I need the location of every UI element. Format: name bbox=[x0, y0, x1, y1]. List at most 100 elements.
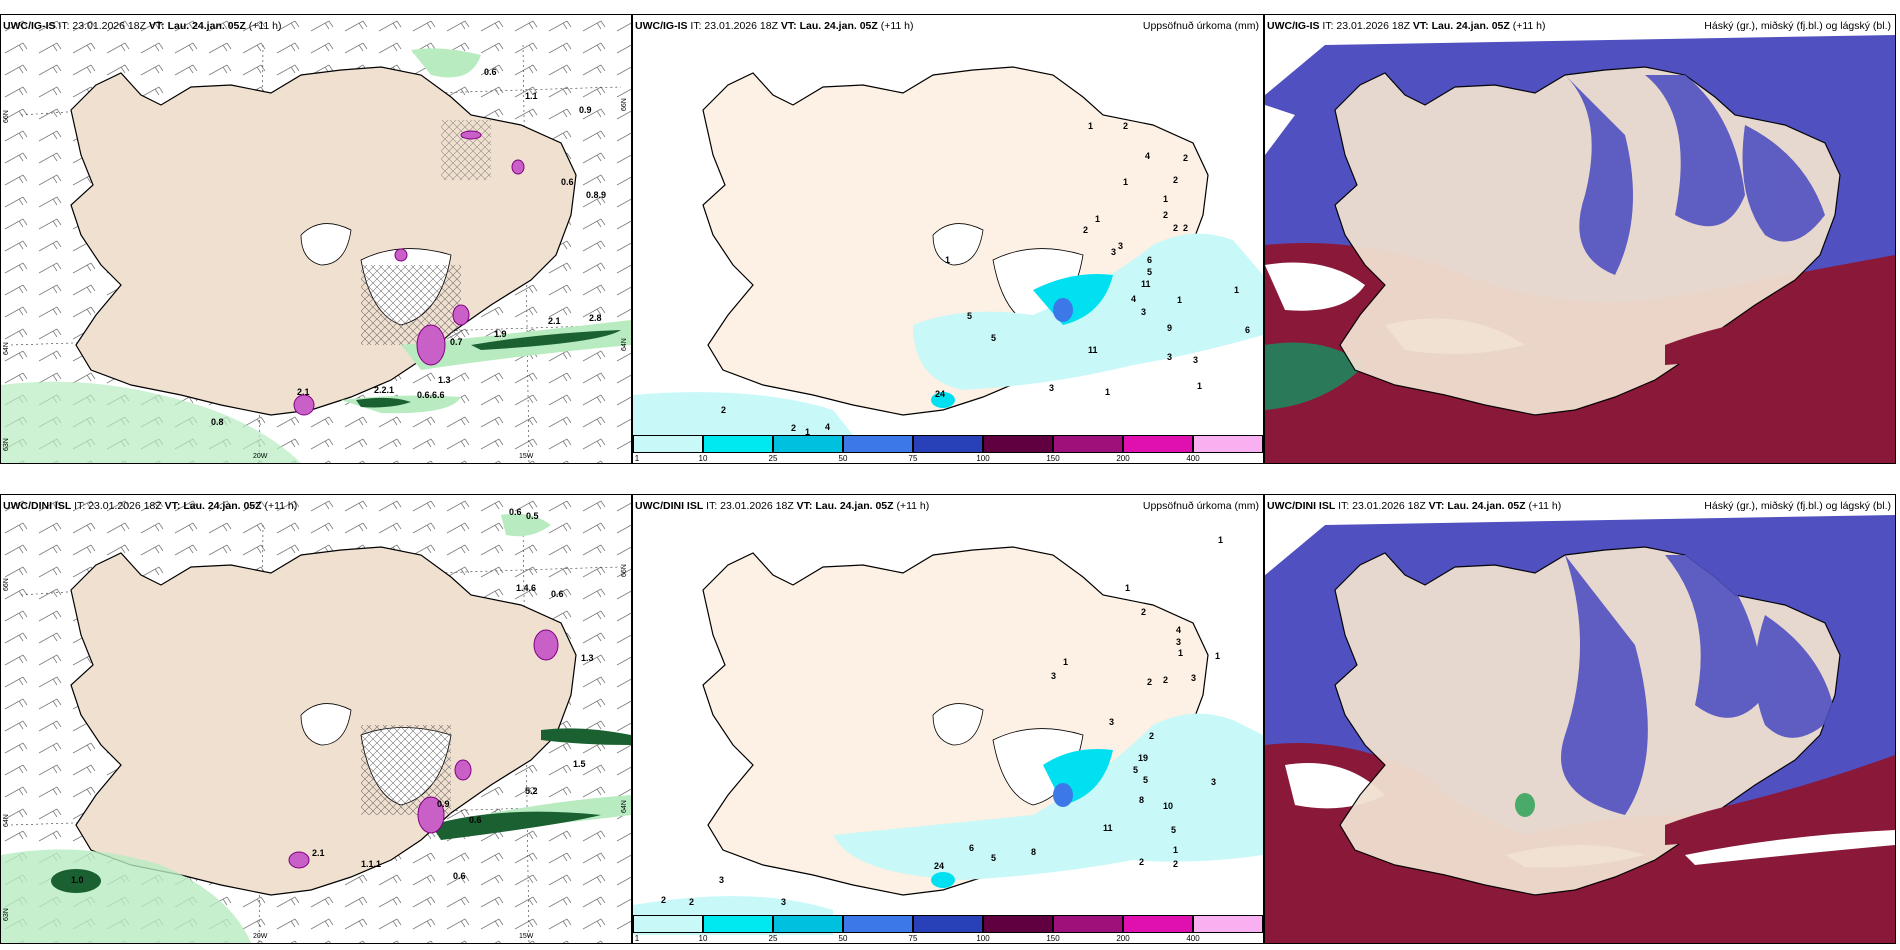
precip-amount-label: 4 bbox=[1176, 625, 1182, 635]
lat-label: 63N bbox=[3, 908, 10, 921]
precip-label: 1.1.1 bbox=[361, 859, 382, 869]
precip-amount-label: 3 bbox=[781, 897, 787, 907]
panel-title: UWC/IG-IS IT: 23.01.2026 18Z VT: Lau. 24… bbox=[635, 20, 914, 32]
lat-label: 66N bbox=[3, 578, 10, 591]
precip-label: 2.1 bbox=[548, 316, 561, 326]
colorbar-cell bbox=[703, 915, 773, 933]
precip-label: 0.6 bbox=[509, 507, 522, 517]
precip-label: 0.9 bbox=[579, 105, 592, 115]
lat-label: 64N bbox=[621, 800, 628, 813]
colorbar-label: 150 bbox=[1046, 454, 1060, 463]
precip-amount-label: 1 bbox=[1063, 657, 1069, 667]
precip-amount-label: 1 bbox=[945, 255, 951, 265]
lat-label: 66N bbox=[3, 110, 10, 123]
precip-label: 2.1 bbox=[297, 387, 310, 397]
lat-label: 66N bbox=[621, 564, 628, 577]
colorbar-label: 50 bbox=[838, 454, 848, 463]
precip-amount-label: 10 bbox=[1163, 801, 1174, 811]
precip-amount-label: 3 bbox=[1167, 352, 1173, 362]
colorbar-label: 25 bbox=[768, 934, 778, 943]
colorbar-label: 75 bbox=[908, 934, 918, 943]
precip-amount-label: 5 bbox=[991, 853, 997, 863]
precip-amount-label: 2 bbox=[1173, 223, 1179, 233]
colorbar-label: 200 bbox=[1116, 454, 1130, 463]
panel-top-right: UWC/IG-IS IT: 23.01.2026 18Z VT: Lau. 24… bbox=[1264, 14, 1896, 464]
precip-amount-label: 2 bbox=[721, 405, 727, 415]
colorbar-cell bbox=[913, 915, 983, 933]
lat-label: 64N bbox=[621, 338, 628, 351]
precip-amount-label: 1 bbox=[1095, 214, 1101, 224]
precip-label: 0.8.9 bbox=[586, 190, 607, 200]
precip-amount-label: 1 bbox=[1163, 194, 1169, 204]
colorbar-cell bbox=[843, 435, 913, 453]
precip-label: 2.8 bbox=[589, 313, 602, 323]
precip-amount-label: 1 bbox=[1197, 381, 1203, 391]
precip-label: 1.4.6 bbox=[516, 583, 537, 593]
colorbar-label: 400 bbox=[1186, 934, 1200, 943]
precip-amount-label: 24 bbox=[934, 861, 945, 871]
precip-amount-label: 3 bbox=[1141, 307, 1147, 317]
precip-amount-label: 1 bbox=[805, 427, 811, 437]
cloud-cover-map bbox=[1265, 515, 1895, 943]
precip-amount-label: 1 bbox=[1123, 177, 1129, 187]
precip-label: 0.6 bbox=[561, 177, 574, 187]
lat-label: 63N bbox=[3, 438, 10, 451]
precip-amount-label: 3 bbox=[1193, 355, 1199, 365]
precip-amount-label: 1 bbox=[1218, 535, 1224, 545]
precip-amount-label: 1 bbox=[1125, 583, 1131, 593]
precip-amount-label: 5 bbox=[967, 311, 973, 321]
lat-label: 66N bbox=[621, 98, 628, 111]
lon-label: 15W bbox=[519, 453, 534, 460]
colorbar-label: 50 bbox=[838, 934, 848, 943]
precip-label: 0.6.6.6 bbox=[417, 390, 445, 400]
accumulated-precip-map bbox=[633, 546, 1263, 935]
precip-amount-label: 6 bbox=[969, 843, 975, 853]
precip-label: 0.8 bbox=[211, 417, 224, 427]
precip-amount-label: 1 bbox=[1177, 295, 1183, 305]
panel-subtitle: Háský (gr.), miðský (fj.bl.) og lágský (… bbox=[1704, 20, 1891, 32]
colorbar-cell bbox=[1193, 435, 1263, 453]
precip-label: 0.6 bbox=[551, 589, 564, 599]
colorbar-cell bbox=[1123, 435, 1193, 453]
precip-label: 0.7 bbox=[450, 337, 463, 347]
colorbar-cell bbox=[773, 915, 843, 933]
precip-amount-label: 1 bbox=[1173, 845, 1179, 855]
precip-amount-label: 1 bbox=[1105, 387, 1111, 397]
precip-amount-label: 2 bbox=[791, 423, 797, 433]
precip-colorbar: 1 10 25 50 75 100 150 200 400 bbox=[633, 915, 1263, 943]
precip-amount-label: 8 bbox=[1031, 847, 1037, 857]
precip-amount-label: 19 bbox=[1138, 753, 1149, 763]
precip-amount-label: 3 bbox=[1051, 671, 1057, 681]
lat-label: 64N bbox=[3, 342, 10, 355]
panel-subtitle: Uppsöfnuð úrkoma (mm) bbox=[1142, 20, 1259, 32]
lon-label: 15W bbox=[519, 933, 534, 940]
precip-amount-label: 3 bbox=[1049, 383, 1055, 393]
precip-label: 1.1 bbox=[525, 91, 538, 101]
precip-amount-label: 6 bbox=[1245, 325, 1251, 335]
precip-label: 1.3 bbox=[581, 653, 594, 663]
colorbar-cell bbox=[703, 435, 773, 453]
colorbar-label: 1 bbox=[634, 934, 640, 943]
panel-title: UWC/DINI ISL IT: 23.01.2026 18Z VT: Lau.… bbox=[635, 500, 930, 512]
colorbar-label: 25 bbox=[768, 454, 778, 463]
precip-amount-label: 24 bbox=[935, 389, 946, 399]
cloud-cover-map bbox=[1265, 35, 1895, 463]
colorbar-cell bbox=[1053, 915, 1123, 933]
colorbar-label: 100 bbox=[976, 934, 990, 943]
colorbar-cell bbox=[773, 435, 843, 453]
colorbar-cell bbox=[843, 915, 913, 933]
precip-label: 1.0 bbox=[71, 875, 84, 885]
precip-amount-label: 4 bbox=[1145, 151, 1151, 161]
colorbar-label: 400 bbox=[1186, 454, 1200, 463]
precip-amount-label: 2 bbox=[689, 897, 695, 907]
colorbar-label: 10 bbox=[698, 454, 708, 463]
precip-amount-label: 2 bbox=[1147, 677, 1153, 687]
precip-amount-label: 2 bbox=[1141, 607, 1147, 617]
panel-subtitle: Háský (gr.), miðský (fj.bl.) og lágský (… bbox=[1704, 500, 1891, 512]
precip-amount-label: 11 bbox=[1141, 279, 1151, 289]
colorbar-cell bbox=[633, 435, 703, 453]
precip-amount-label: 2 bbox=[1163, 675, 1169, 685]
colorbar-label: 100 bbox=[976, 454, 990, 463]
precip-amount-label: 2 bbox=[1183, 153, 1189, 163]
precip-amount-label: 2 bbox=[1083, 225, 1089, 235]
